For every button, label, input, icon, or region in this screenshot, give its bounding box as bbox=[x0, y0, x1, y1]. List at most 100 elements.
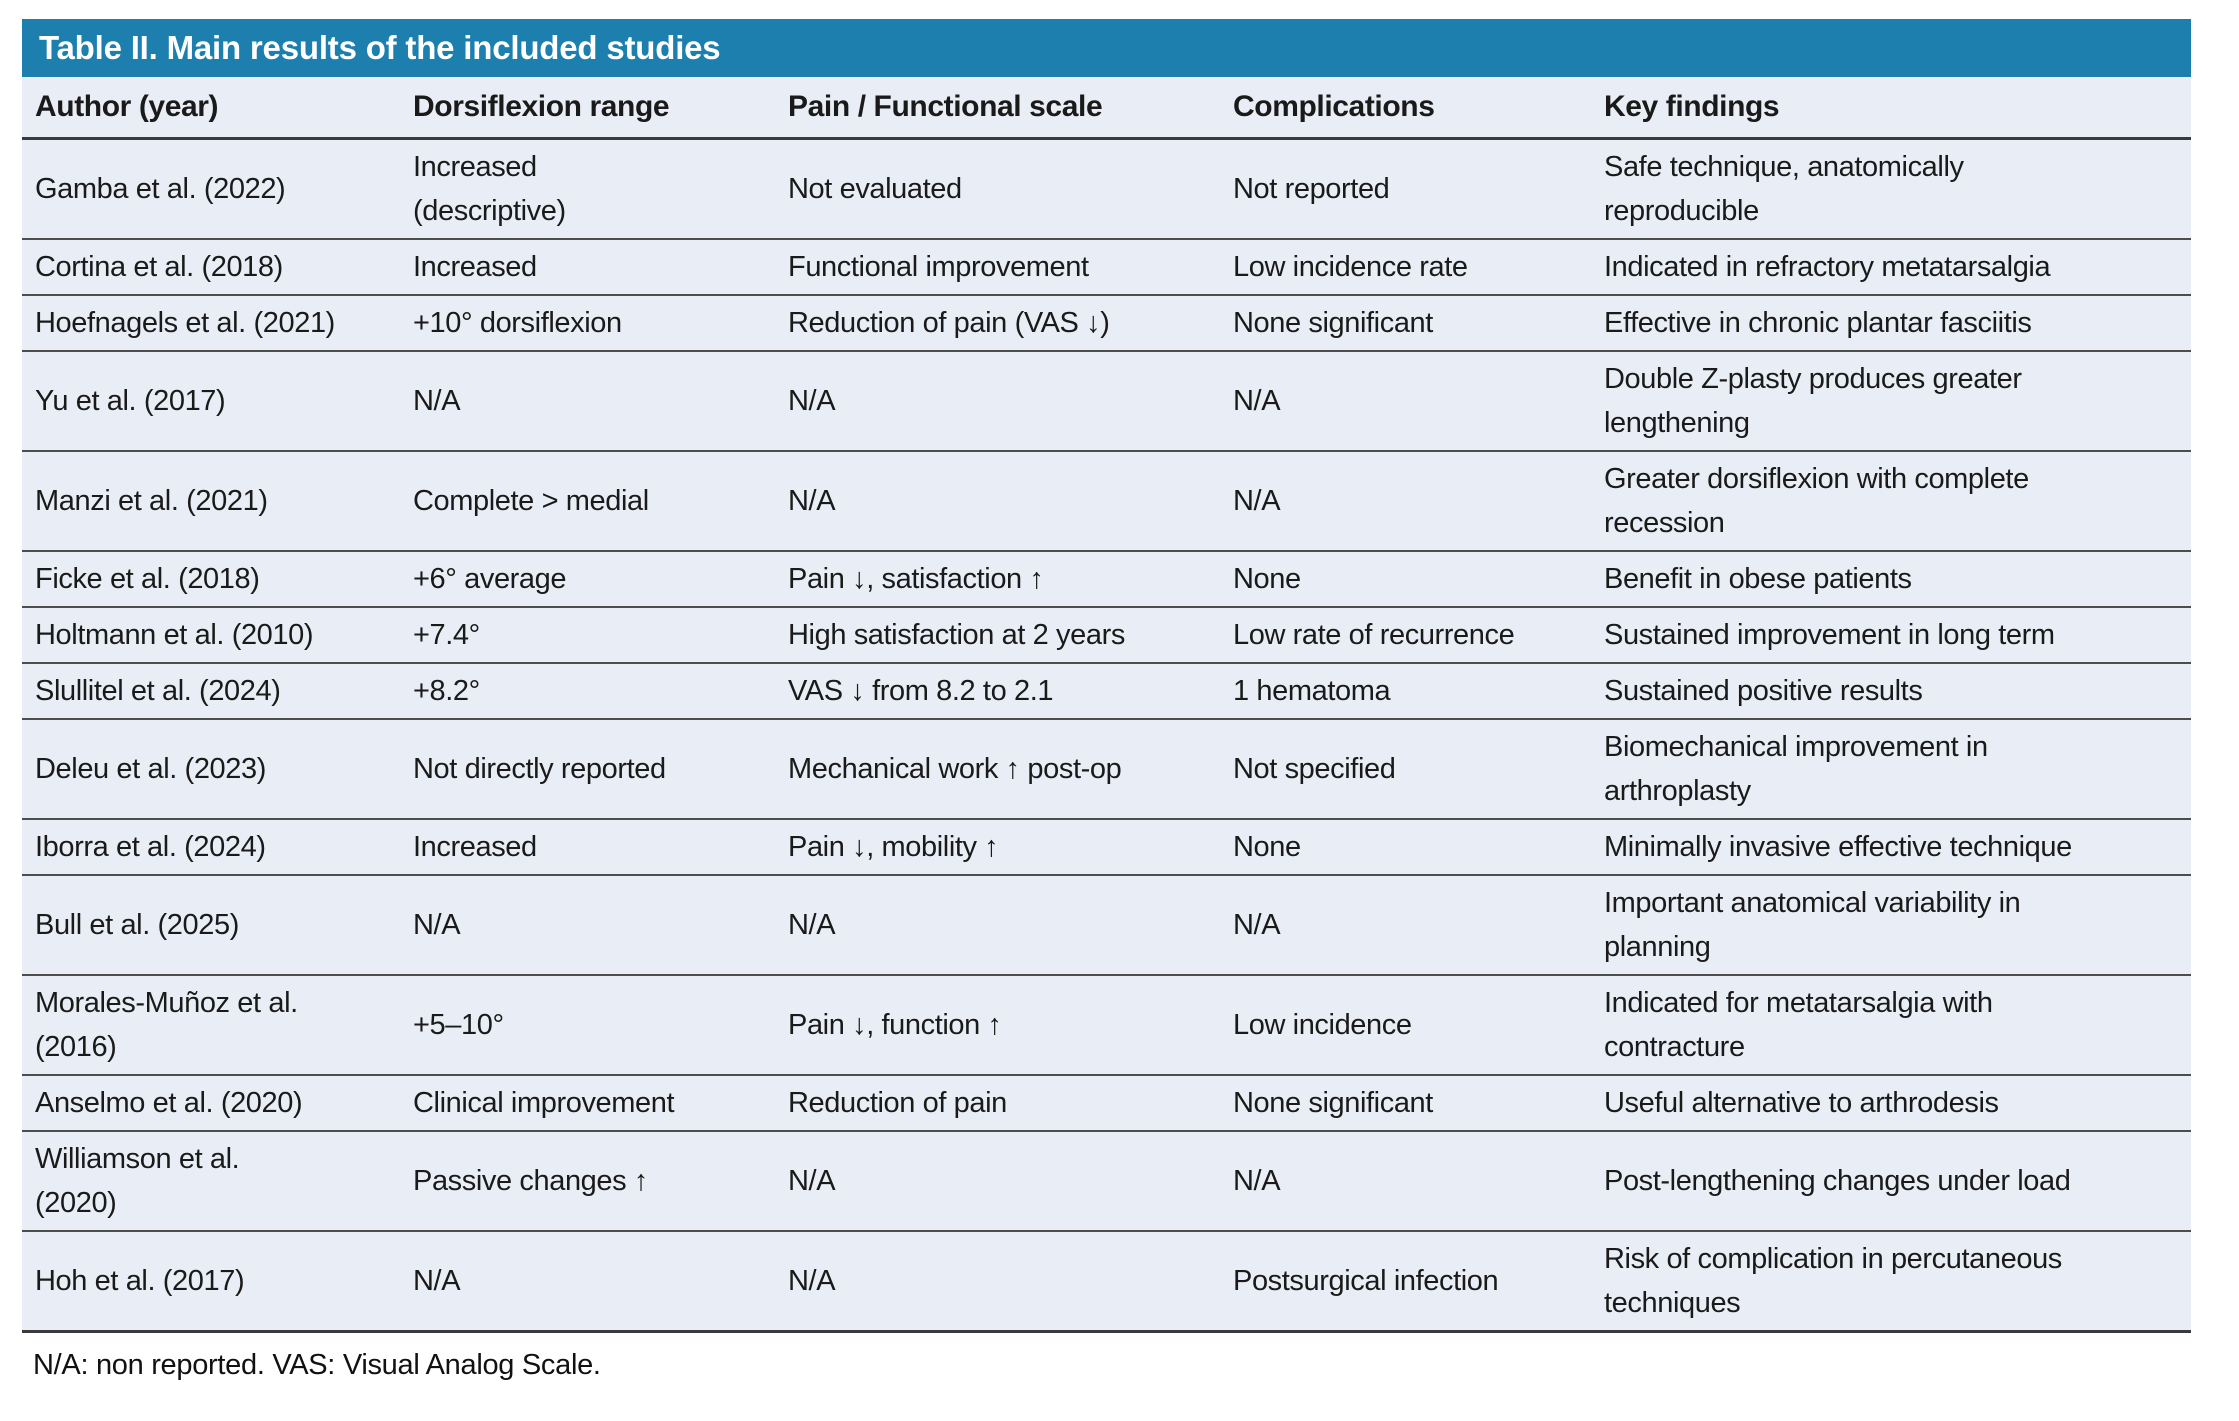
cell-pain-scale: N/A bbox=[775, 1131, 1220, 1232]
cell-author: Williamson et al. (2020) bbox=[22, 1131, 400, 1232]
cell-dorsiflexion: Increased bbox=[400, 239, 775, 296]
table-container: Table II. Main results of the included s… bbox=[22, 19, 2191, 1382]
cell-key-findings: Indicated for metatarsalgia with contrac… bbox=[1591, 975, 2191, 1076]
table-row: Ficke et al. (2018) +6° average Pain ↓, … bbox=[22, 551, 2191, 608]
cell-complications: N/A bbox=[1220, 451, 1591, 552]
cell-complications: N/A bbox=[1220, 1131, 1591, 1232]
cell-dorsiflexion: Not directly reported bbox=[400, 719, 775, 820]
cell-complications: Low incidence rate bbox=[1220, 239, 1591, 296]
cell-key-findings: Risk of complication in percutaneous tec… bbox=[1591, 1231, 2191, 1333]
cell-pain-scale: N/A bbox=[775, 875, 1220, 976]
cell-author: Slullitel et al. (2024) bbox=[22, 663, 400, 720]
cell-dorsiflexion: +8.2° bbox=[400, 663, 775, 720]
cell-author: Manzi et al. (2021) bbox=[22, 451, 400, 552]
table-row: Anselmo et al. (2020) Clinical improveme… bbox=[22, 1075, 2191, 1132]
cell-key-findings: Important anatomical variability in plan… bbox=[1591, 875, 2191, 976]
cell-pain-scale: N/A bbox=[775, 351, 1220, 452]
cell-key-findings: Post-lengthening changes under load bbox=[1591, 1131, 2191, 1232]
cell-author: Holtmann et al. (2010) bbox=[22, 607, 400, 664]
cell-complications: N/A bbox=[1220, 351, 1591, 452]
cell-key-findings: Biomechanical improvement in arthroplast… bbox=[1591, 719, 2191, 820]
cell-author: Gamba et al. (2022) bbox=[22, 138, 400, 240]
cell-pain-scale: N/A bbox=[775, 451, 1220, 552]
table-row: Bull et al. (2025) N/A N/A N/A Important… bbox=[22, 875, 2191, 976]
column-header-dorsiflexion-range: Dorsiflexion range bbox=[400, 77, 775, 140]
cell-pain-scale: Pain ↓, satisfaction ↑ bbox=[775, 551, 1220, 608]
cell-complications: Low incidence bbox=[1220, 975, 1591, 1076]
table-row: Williamson et al. (2020) Passive changes… bbox=[22, 1131, 2191, 1232]
table-row: Morales-Muñoz et al. (2016) +5–10° Pain … bbox=[22, 975, 2191, 1076]
cell-complications: Not specified bbox=[1220, 719, 1591, 820]
table-row: Manzi et al. (2021) Complete > medial N/… bbox=[22, 451, 2191, 552]
cell-author: Hoefnagels et al. (2021) bbox=[22, 295, 400, 352]
cell-author: Yu et al. (2017) bbox=[22, 351, 400, 452]
cell-pain-scale: Functional improvement bbox=[775, 239, 1220, 296]
cell-author: Cortina et al. (2018) bbox=[22, 239, 400, 296]
table-row: Yu et al. (2017) N/A N/A N/A Double Z-pl… bbox=[22, 351, 2191, 452]
cell-pain-scale: Reduction of pain bbox=[775, 1075, 1220, 1132]
cell-author: Hoh et al. (2017) bbox=[22, 1231, 400, 1333]
cell-dorsiflexion: Clinical improvement bbox=[400, 1075, 775, 1132]
cell-complications: Postsurgical infection bbox=[1220, 1231, 1591, 1333]
cell-author: Anselmo et al. (2020) bbox=[22, 1075, 400, 1132]
cell-key-findings: Minimally invasive effective technique bbox=[1591, 819, 2191, 876]
cell-complications: None significant bbox=[1220, 1075, 1591, 1132]
table-footnote: N/A: non reported. VAS: Visual Analog Sc… bbox=[33, 1349, 601, 1381]
column-header-complications: Complications bbox=[1220, 77, 1591, 140]
column-header-author: Author (year) bbox=[22, 77, 400, 140]
cell-key-findings: Greater dorsiflexion with complete reces… bbox=[1591, 451, 2191, 552]
table-row: Gamba et al. (2022) Increased (descripti… bbox=[22, 138, 2191, 240]
table-row: Hoefnagels et al. (2021) +10° dorsiflexi… bbox=[22, 295, 2191, 352]
cell-dorsiflexion: N/A bbox=[400, 875, 775, 976]
cell-dorsiflexion: N/A bbox=[400, 1231, 775, 1333]
cell-author: Iborra et al. (2024) bbox=[22, 819, 400, 876]
table-title: Table II. Main results of the included s… bbox=[39, 29, 721, 66]
cell-complications: None bbox=[1220, 551, 1591, 608]
cell-key-findings: Indicated in refractory metatarsalgia bbox=[1591, 239, 2191, 296]
cell-complications: None significant bbox=[1220, 295, 1591, 352]
cell-key-findings: Sustained improvement in long term bbox=[1591, 607, 2191, 664]
table-row: Slullitel et al. (2024) +8.2° VAS ↓ from… bbox=[22, 663, 2191, 720]
cell-key-findings: Useful alternative to arthrodesis bbox=[1591, 1075, 2191, 1132]
table-title-bar: Table II. Main results of the included s… bbox=[22, 19, 2191, 77]
cell-dorsiflexion: N/A bbox=[400, 351, 775, 452]
cell-key-findings: Double Z-plasty produces greater lengthe… bbox=[1591, 351, 2191, 452]
cell-author: Deleu et al. (2023) bbox=[22, 719, 400, 820]
cell-pain-scale: Not evaluated bbox=[775, 138, 1220, 240]
cell-pain-scale: Pain ↓, function ↑ bbox=[775, 975, 1220, 1076]
cell-dorsiflexion: +5–10° bbox=[400, 975, 775, 1076]
cell-key-findings: Effective in chronic plantar fasciitis bbox=[1591, 295, 2191, 352]
cell-pain-scale: High satisfaction at 2 years bbox=[775, 607, 1220, 664]
table-row: Iborra et al. (2024) Increased Pain ↓, m… bbox=[22, 819, 2191, 876]
cell-dorsiflexion: Increased (descriptive) bbox=[400, 138, 775, 240]
cell-dorsiflexion: Complete > medial bbox=[400, 451, 775, 552]
cell-author: Bull et al. (2025) bbox=[22, 875, 400, 976]
cell-complications: None bbox=[1220, 819, 1591, 876]
cell-complications: Not reported bbox=[1220, 138, 1591, 240]
cell-pain-scale: VAS ↓ from 8.2 to 2.1 bbox=[775, 663, 1220, 720]
cell-key-findings: Safe technique, anatomically reproducibl… bbox=[1591, 138, 2191, 240]
table-row: Cortina et al. (2018) Increased Function… bbox=[22, 239, 2191, 296]
cell-dorsiflexion: +7.4° bbox=[400, 607, 775, 664]
table-row: Deleu et al. (2023) Not directly reporte… bbox=[22, 719, 2191, 820]
cell-author: Ficke et al. (2018) bbox=[22, 551, 400, 608]
column-header-pain-functional-scale: Pain / Functional scale bbox=[775, 77, 1220, 140]
cell-pain-scale: Mechanical work ↑ post-op bbox=[775, 719, 1220, 820]
cell-dorsiflexion: Increased bbox=[400, 819, 775, 876]
table-row: Holtmann et al. (2010) +7.4° High satisf… bbox=[22, 607, 2191, 664]
cell-dorsiflexion: Passive changes ↑ bbox=[400, 1131, 775, 1232]
column-header-key-findings: Key findings bbox=[1591, 77, 2191, 140]
cell-dorsiflexion: +10° dorsiflexion bbox=[400, 295, 775, 352]
table-row: Hoh et al. (2017) N/A N/A Postsurgical i… bbox=[22, 1231, 2191, 1333]
cell-key-findings: Sustained positive results bbox=[1591, 663, 2191, 720]
table-header-row: Author (year) Dorsiflexion range Pain / … bbox=[22, 77, 2191, 140]
cell-dorsiflexion: +6° average bbox=[400, 551, 775, 608]
cell-author: Morales-Muñoz et al. (2016) bbox=[22, 975, 400, 1076]
cell-pain-scale: Pain ↓, mobility ↑ bbox=[775, 819, 1220, 876]
cell-complications: 1 hematoma bbox=[1220, 663, 1591, 720]
results-table: Author (year) Dorsiflexion range Pain / … bbox=[22, 77, 2191, 1333]
cell-complications: N/A bbox=[1220, 875, 1591, 976]
cell-complications: Low rate of recurrence bbox=[1220, 607, 1591, 664]
cell-pain-scale: Reduction of pain (VAS ↓) bbox=[775, 295, 1220, 352]
cell-pain-scale: N/A bbox=[775, 1231, 1220, 1333]
